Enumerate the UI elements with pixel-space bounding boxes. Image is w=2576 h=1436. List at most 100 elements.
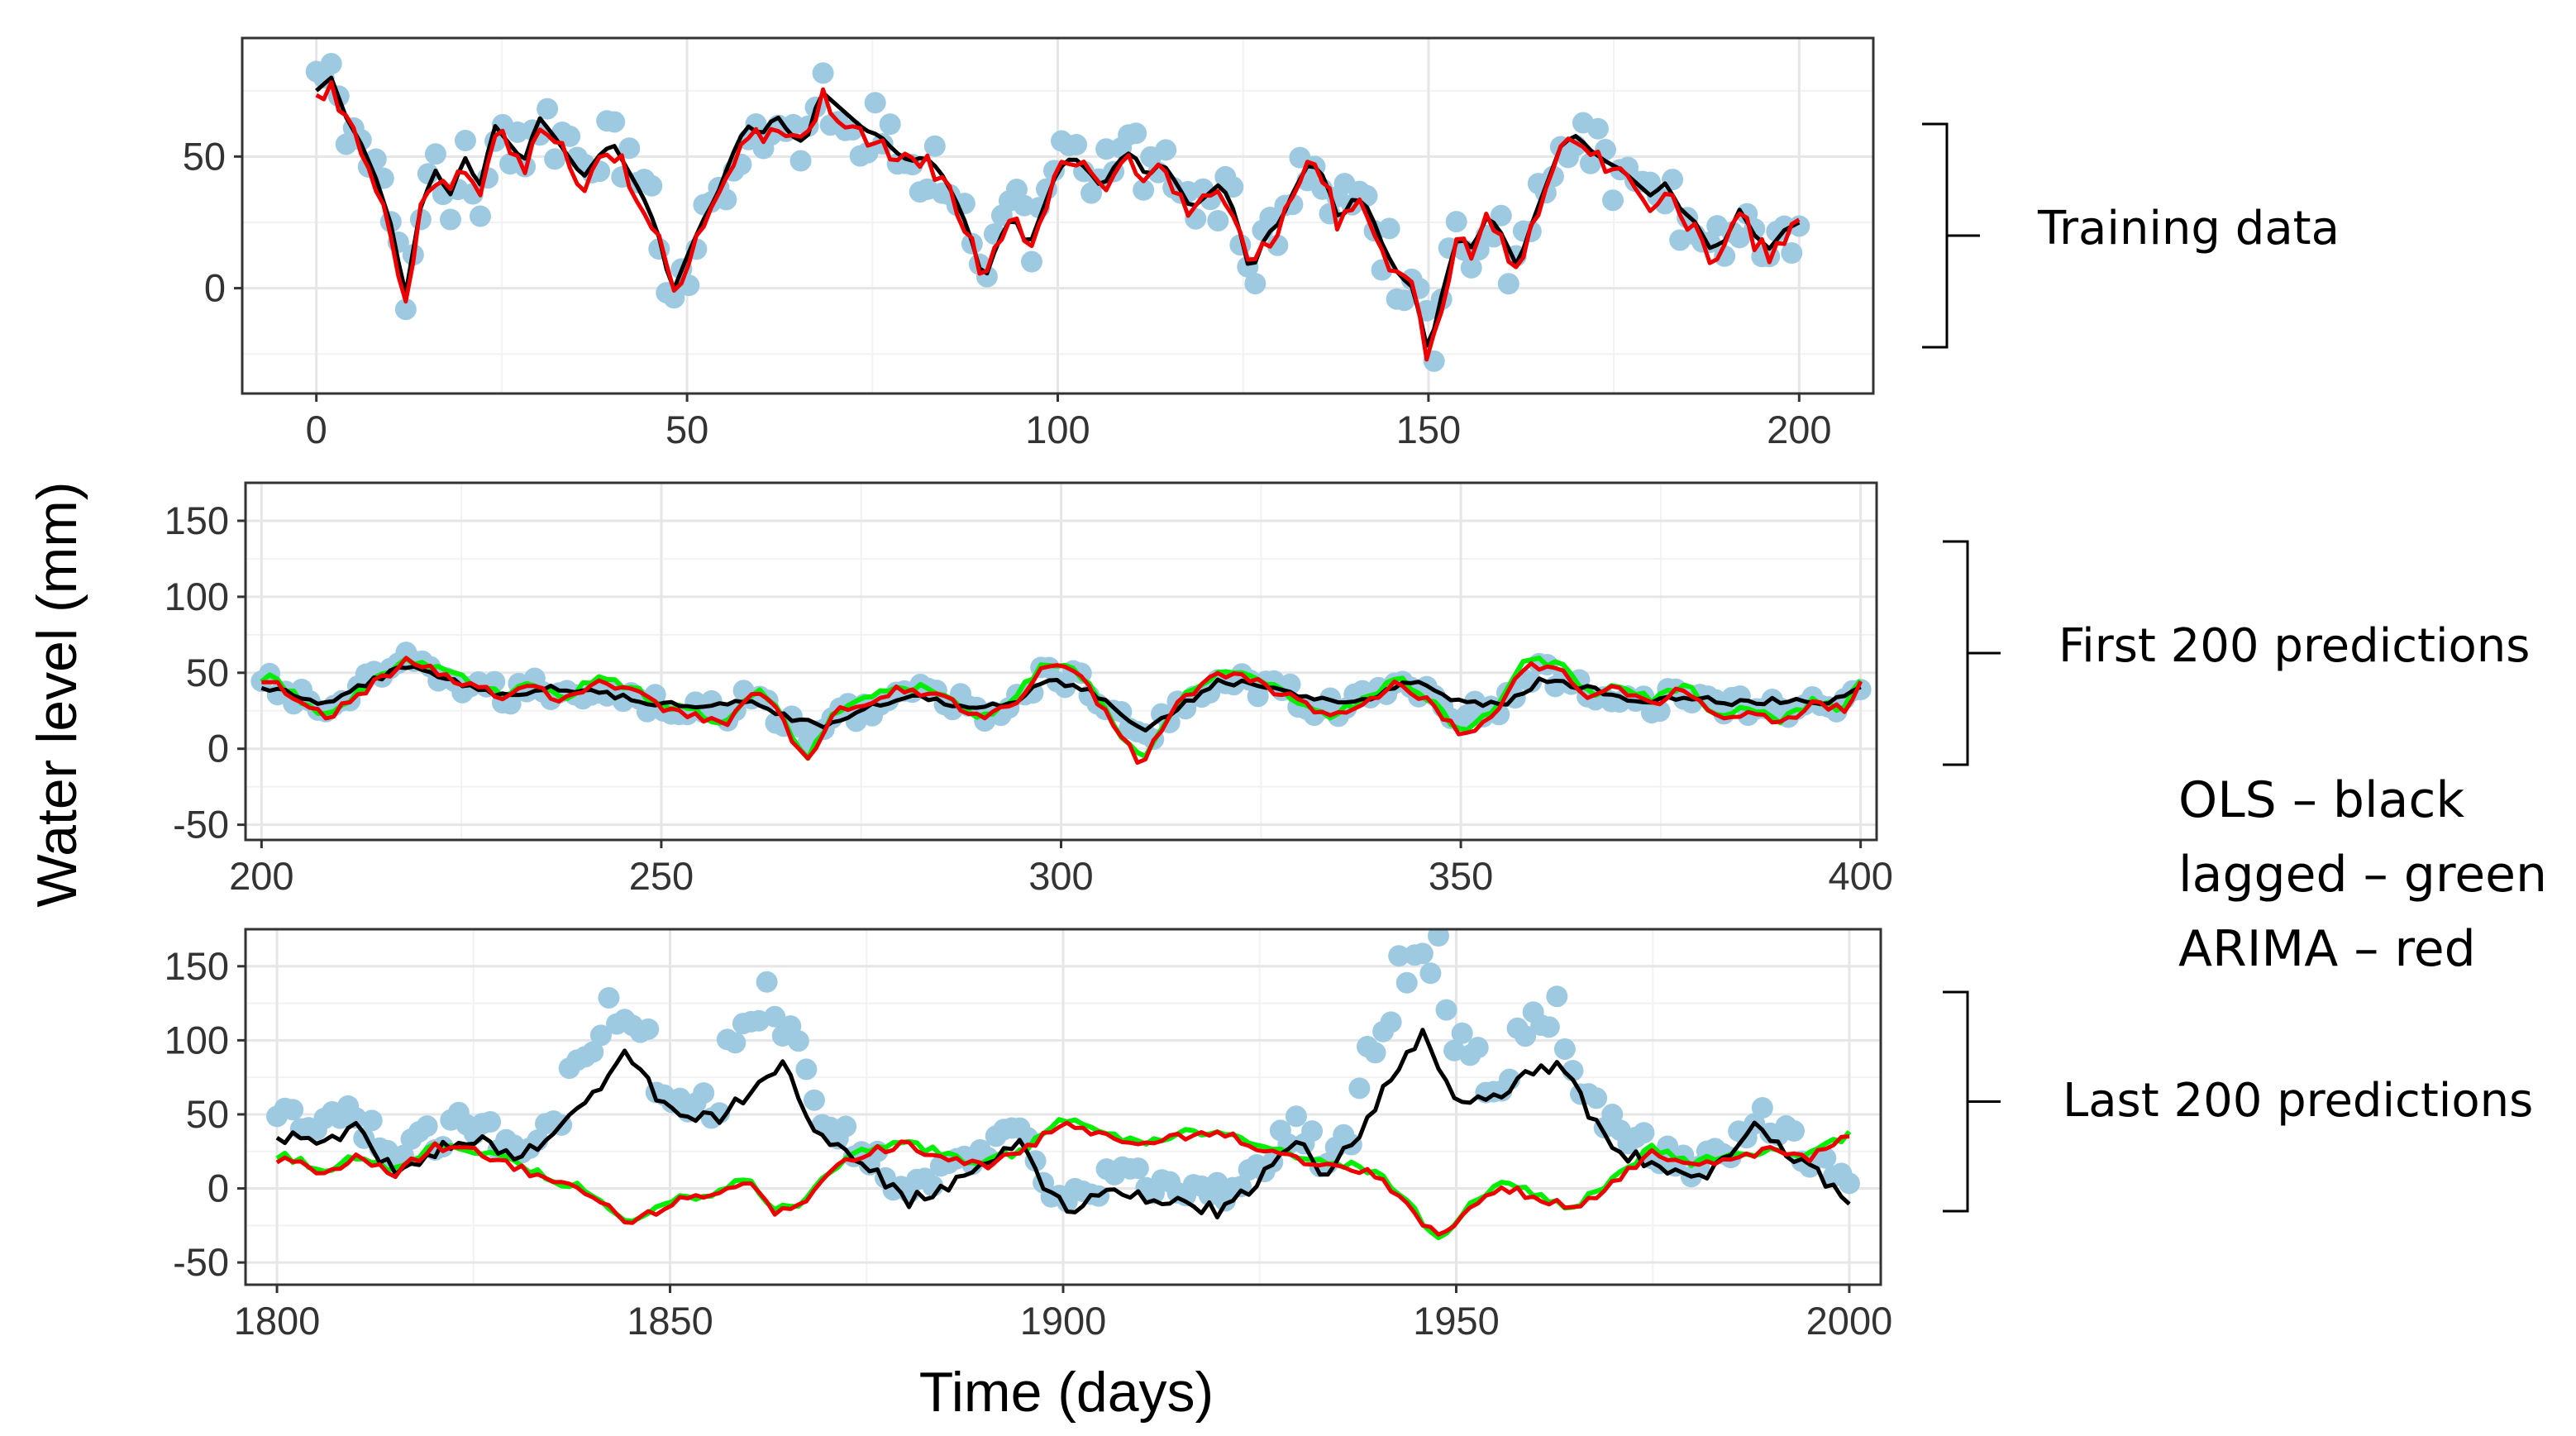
chart-panel-last-200: 1800 1850 1900 1950 2000 -50 0 50 100 150 bbox=[165, 928, 1893, 1343]
ols-line bbox=[275, 1028, 1851, 1219]
observed-point bbox=[1515, 1025, 1537, 1047]
observed-point bbox=[1155, 139, 1177, 161]
observed-point bbox=[1133, 179, 1155, 201]
observed-point bbox=[1207, 209, 1229, 231]
observed-point bbox=[1601, 1104, 1624, 1126]
observed-point bbox=[1783, 1120, 1806, 1143]
observed-point bbox=[1388, 945, 1410, 967]
x-tick-label: 1800 bbox=[234, 1299, 321, 1343]
observed-point bbox=[1005, 179, 1028, 201]
observed-point bbox=[1445, 211, 1467, 233]
panel-label: First 200 predictions bbox=[2058, 619, 2530, 673]
observed-point bbox=[1348, 1077, 1371, 1100]
observed-point bbox=[603, 111, 626, 133]
observed-point bbox=[864, 92, 886, 114]
observed-point bbox=[812, 62, 834, 84]
observed-point bbox=[439, 208, 461, 231]
observed-point bbox=[1497, 273, 1519, 295]
observed-point bbox=[1781, 242, 1803, 265]
observed-point bbox=[1520, 671, 1543, 694]
observed-point bbox=[803, 1089, 825, 1111]
observed-point bbox=[1378, 217, 1400, 240]
x-tick-label: 0 bbox=[306, 408, 327, 451]
bracket bbox=[1943, 540, 2001, 766]
observed-point bbox=[1467, 1037, 1489, 1059]
observed-point bbox=[789, 150, 812, 172]
observed-point bbox=[1546, 985, 1568, 1008]
observed-point bbox=[724, 1032, 747, 1054]
arima-line bbox=[261, 656, 1863, 766]
y-tick-label: 0 bbox=[208, 727, 229, 770]
observed-point bbox=[1419, 962, 1442, 985]
chart-panel-first-200: 200 250 300 350 400 -50 0 50 100 150 bbox=[165, 481, 1893, 898]
bracket bbox=[1922, 122, 1980, 349]
observed-point bbox=[1301, 1120, 1324, 1143]
x-tick-label: 200 bbox=[229, 854, 293, 898]
observed-point bbox=[641, 174, 663, 197]
observed-point bbox=[637, 1018, 660, 1040]
observed-point bbox=[795, 1058, 818, 1081]
series-legend: OLS – black lagged – green ARIMA – red bbox=[2178, 771, 2547, 978]
x-tick-label: 100 bbox=[1025, 408, 1090, 451]
observed-point bbox=[582, 1041, 604, 1063]
observed-point bbox=[1435, 999, 1457, 1021]
observed-point bbox=[1395, 971, 1418, 994]
observed-point bbox=[1648, 700, 1671, 723]
observed-point bbox=[1244, 273, 1267, 295]
y-axis-title: Water level (mm) bbox=[26, 481, 88, 907]
observed-points bbox=[266, 929, 1860, 1213]
observed-point bbox=[1553, 1038, 1576, 1060]
y-tick-label: 100 bbox=[165, 1018, 229, 1061]
panel-annotations: Training data First 200 predictions Last 2… bbox=[1922, 122, 2533, 1213]
observed-point bbox=[1451, 1022, 1473, 1044]
observed-point bbox=[787, 1030, 809, 1052]
x-tick-label: 1850 bbox=[627, 1299, 713, 1343]
observed-point bbox=[663, 287, 685, 309]
observed-point bbox=[715, 188, 737, 211]
observed-point bbox=[1393, 289, 1415, 312]
observed-point bbox=[559, 125, 581, 147]
observed-point bbox=[479, 1111, 502, 1133]
observed-point bbox=[879, 113, 901, 136]
y-tick-label: 0 bbox=[204, 266, 226, 310]
x-tick-label: 2000 bbox=[1806, 1299, 1893, 1343]
x-tick-label: 1900 bbox=[1020, 1299, 1107, 1343]
observed-point bbox=[1020, 250, 1042, 273]
y-tick-label: 150 bbox=[165, 499, 229, 542]
y-tick-label: 50 bbox=[183, 134, 226, 178]
observed-point bbox=[1380, 1011, 1402, 1033]
arima-line bbox=[315, 80, 1801, 362]
legend-arima: ARIMA – red bbox=[2178, 920, 2476, 978]
observed-point bbox=[454, 130, 476, 152]
observed-point bbox=[469, 205, 491, 227]
observed-point bbox=[345, 1107, 367, 1129]
observed-point bbox=[360, 1109, 383, 1132]
panel-label: Training data bbox=[2037, 202, 2340, 255]
x-tick-label: 50 bbox=[665, 408, 708, 451]
x-tick-label: 1950 bbox=[1413, 1299, 1500, 1343]
panel-label: Last 200 predictions bbox=[2063, 1074, 2533, 1128]
x-tick-label: 400 bbox=[1828, 854, 1892, 898]
observed-point bbox=[1490, 204, 1512, 227]
legend-ols: OLS – black bbox=[2178, 771, 2464, 829]
y-tick-label: -50 bbox=[173, 1240, 229, 1284]
x-tick-label: 350 bbox=[1429, 854, 1493, 898]
observed-point bbox=[1601, 189, 1624, 212]
observed-point bbox=[1411, 942, 1433, 965]
y-tick-label: 50 bbox=[186, 651, 229, 694]
observed-point bbox=[1586, 1087, 1608, 1109]
y-tick-label: 50 bbox=[186, 1092, 229, 1136]
y-tick-label: 150 bbox=[165, 944, 229, 988]
observed-point bbox=[1586, 117, 1609, 140]
x-tick-label: 250 bbox=[629, 854, 694, 898]
observed-point bbox=[1579, 152, 1601, 174]
observed-point bbox=[320, 53, 342, 75]
observed-point bbox=[1633, 1122, 1655, 1144]
observed-point bbox=[1815, 1147, 1837, 1169]
ols-line bbox=[260, 664, 1862, 733]
observed-point bbox=[424, 143, 446, 165]
observed-point bbox=[1285, 1105, 1307, 1128]
observed-point bbox=[598, 986, 620, 1009]
x-tick-label: 200 bbox=[1767, 408, 1831, 451]
